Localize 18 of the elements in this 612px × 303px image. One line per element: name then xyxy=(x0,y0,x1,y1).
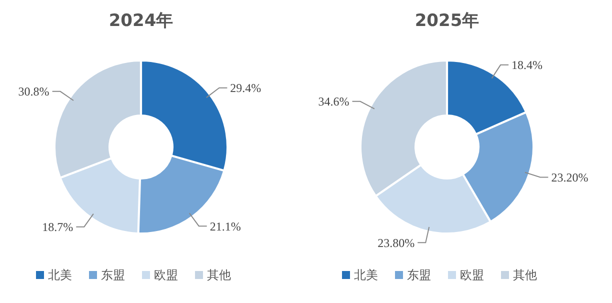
legend-label: 东盟 xyxy=(407,268,431,282)
legend-label: 东盟 xyxy=(101,268,125,282)
data-label: 29.4% xyxy=(230,81,262,96)
legend-label: 欧盟 xyxy=(460,268,484,282)
data-label: 34.6% xyxy=(318,94,350,109)
legend-label: 其他 xyxy=(207,268,231,282)
legend-label: 其他 xyxy=(513,268,537,282)
data-label: 30.8% xyxy=(18,84,50,99)
data-label: 23.80% xyxy=(378,236,415,250)
chart-title: 2024年 xyxy=(108,11,174,31)
data-label: 18.7% xyxy=(42,220,74,234)
chart-title: 2025年 xyxy=(414,11,480,31)
data-label: 23.20% xyxy=(551,170,588,184)
data-label: 18.4% xyxy=(512,58,543,72)
data-label: 21.1% xyxy=(210,219,241,234)
legend-label: 北美 xyxy=(354,268,378,282)
legend-label: 北美 xyxy=(48,268,72,282)
legend-label: 欧盟 xyxy=(154,268,178,282)
